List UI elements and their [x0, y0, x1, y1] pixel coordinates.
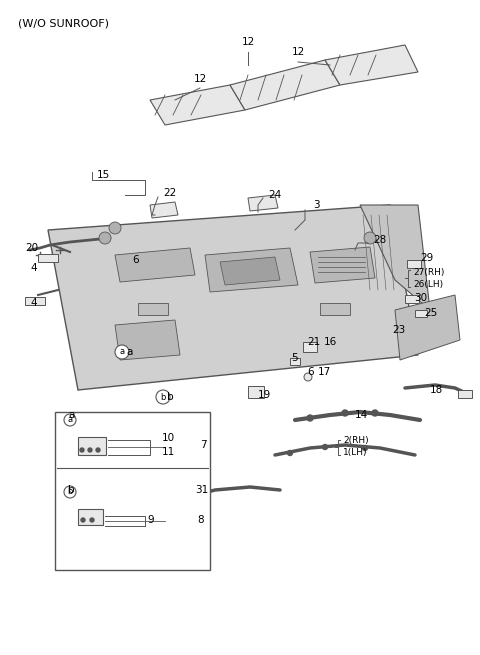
Circle shape [96, 448, 100, 452]
Text: 21: 21 [307, 337, 320, 347]
Text: 6: 6 [132, 255, 139, 265]
Polygon shape [48, 205, 418, 390]
Circle shape [372, 410, 378, 416]
Text: 25: 25 [424, 308, 437, 318]
Bar [38, 254, 58, 262]
Text: 19: 19 [258, 390, 271, 400]
Text: 22: 22 [163, 188, 176, 198]
Circle shape [304, 373, 312, 381]
Polygon shape [310, 247, 375, 283]
Polygon shape [150, 202, 178, 218]
Circle shape [364, 232, 376, 244]
Text: 30: 30 [414, 293, 427, 303]
Text: a: a [127, 347, 133, 357]
Polygon shape [360, 205, 430, 310]
Circle shape [90, 518, 94, 522]
Polygon shape [395, 295, 460, 360]
Bar [415, 310, 427, 317]
Text: 14: 14 [355, 410, 368, 420]
Text: 2(RH): 2(RH) [343, 436, 369, 445]
Polygon shape [150, 85, 245, 125]
Text: 6: 6 [307, 367, 313, 377]
Circle shape [64, 414, 76, 426]
Polygon shape [325, 45, 418, 85]
Text: 17: 17 [318, 367, 331, 377]
Text: 16: 16 [324, 337, 337, 347]
Text: b: b [67, 487, 72, 496]
Circle shape [115, 345, 129, 359]
Circle shape [288, 451, 292, 455]
Bar [78, 509, 103, 525]
Text: b: b [68, 485, 74, 495]
Text: a: a [68, 410, 74, 420]
Circle shape [99, 232, 111, 244]
Text: 31: 31 [195, 485, 208, 495]
Polygon shape [248, 195, 278, 211]
Text: 8: 8 [197, 515, 204, 525]
Bar [183, 497, 193, 505]
Bar [248, 386, 264, 398]
Bar [405, 295, 419, 303]
Circle shape [156, 390, 170, 404]
Text: 28: 28 [373, 235, 386, 245]
Text: 23: 23 [392, 325, 405, 335]
Circle shape [323, 445, 327, 449]
Bar [407, 260, 421, 268]
Text: (W/O SUNROOF): (W/O SUNROOF) [18, 18, 109, 28]
Bar [25, 297, 45, 305]
Polygon shape [230, 60, 340, 110]
Text: b: b [167, 392, 173, 402]
Polygon shape [115, 248, 195, 282]
Polygon shape [220, 257, 280, 285]
Bar [78, 437, 106, 455]
Polygon shape [205, 248, 298, 292]
Bar [303, 342, 317, 352]
Text: 3: 3 [313, 200, 320, 210]
Bar [458, 390, 472, 398]
Text: 20: 20 [25, 243, 38, 253]
Circle shape [81, 518, 85, 522]
Text: 9: 9 [147, 515, 154, 525]
Text: 4: 4 [30, 298, 37, 308]
Text: 12: 12 [193, 74, 206, 84]
Text: 5: 5 [291, 353, 298, 363]
Bar [320, 303, 350, 315]
Circle shape [342, 410, 348, 416]
FancyBboxPatch shape [55, 412, 210, 570]
Text: 7: 7 [200, 440, 206, 450]
Circle shape [80, 448, 84, 452]
Text: 15: 15 [97, 170, 110, 180]
Text: 4: 4 [30, 263, 37, 273]
Text: 10: 10 [162, 433, 175, 443]
Text: 11: 11 [162, 447, 175, 457]
Polygon shape [115, 320, 180, 360]
Text: 29: 29 [420, 253, 433, 263]
Circle shape [88, 448, 92, 452]
Text: 24: 24 [268, 190, 281, 200]
Text: 27(RH): 27(RH) [413, 267, 444, 276]
Text: b: b [160, 392, 166, 402]
Bar [138, 303, 168, 315]
Circle shape [307, 415, 313, 421]
Circle shape [362, 445, 368, 451]
Text: a: a [67, 415, 72, 424]
Text: 18: 18 [430, 385, 443, 395]
Bar [290, 358, 300, 365]
Circle shape [64, 486, 76, 498]
Text: 12: 12 [291, 47, 305, 57]
Text: a: a [120, 348, 125, 356]
Circle shape [109, 222, 121, 234]
Text: 1(LH): 1(LH) [343, 449, 368, 457]
Text: 26(LH): 26(LH) [413, 280, 443, 290]
Text: 12: 12 [241, 37, 254, 47]
